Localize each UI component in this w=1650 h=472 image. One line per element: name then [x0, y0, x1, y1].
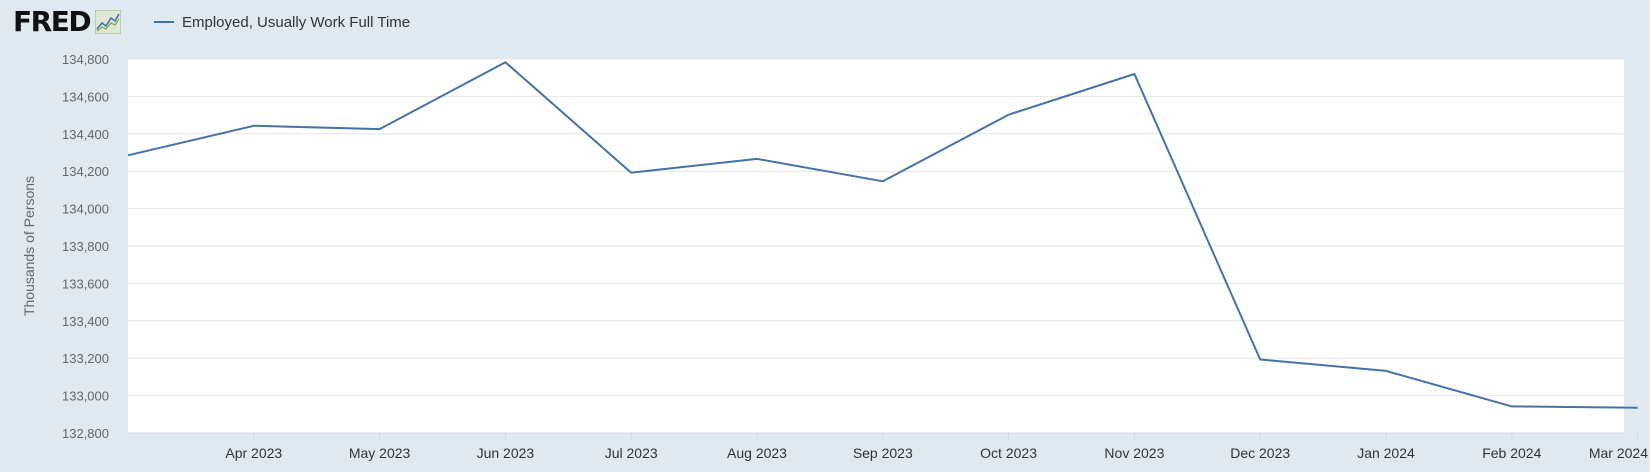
data-point[interactable] — [250, 122, 258, 130]
chart-legend: Employed, Usually Work Full Time — [154, 12, 410, 32]
data-point[interactable] — [879, 177, 887, 185]
x-tick-label: Mar 2024 — [1589, 445, 1648, 461]
y-axis-title: Thousands of Persons — [21, 176, 37, 316]
y-tick-label: 133,800 — [62, 239, 109, 254]
data-point[interactable] — [1634, 404, 1642, 412]
data-point[interactable] — [376, 125, 384, 133]
y-tick-label: 133,400 — [62, 314, 109, 329]
x-tick-label: Sep 2023 — [853, 445, 913, 461]
y-tick-label: 133,000 — [62, 389, 109, 404]
x-tick-label: May 2023 — [349, 445, 411, 461]
legend-swatch — [154, 21, 174, 23]
y-tick-label: 134,200 — [62, 164, 109, 179]
x-tick-label: Apr 2023 — [225, 445, 282, 461]
x-tick-label: Aug 2023 — [727, 445, 787, 461]
data-point[interactable] — [1130, 70, 1138, 78]
y-tick-label: 133,600 — [62, 276, 109, 291]
data-point[interactable] — [627, 169, 635, 177]
series-line[interactable] — [127, 61, 1638, 409]
x-tick-label: Nov 2023 — [1104, 445, 1164, 461]
data-point[interactable] — [501, 58, 509, 66]
y-tick-label: 132,800 — [62, 426, 109, 441]
y-tick-label: 133,200 — [62, 351, 109, 366]
x-tick-label: Dec 2023 — [1230, 445, 1290, 461]
data-point[interactable] — [753, 155, 761, 163]
y-tick-label: 134,400 — [62, 127, 109, 142]
x-tick-label: Oct 2023 — [980, 445, 1037, 461]
x-tick-label: Jul 2023 — [605, 445, 658, 461]
x-tick-label: Jun 2023 — [477, 445, 535, 461]
fred-logo[interactable]: FRED — [13, 5, 122, 38]
y-tick-label: 134,600 — [62, 89, 109, 104]
legend-label: Employed, Usually Work Full Time — [182, 13, 411, 31]
y-axis: 132,800 133,000 133,200 133,400 133,600 133,8… — [62, 52, 109, 441]
data-point[interactable] — [1256, 356, 1264, 364]
grid-lines — [128, 58, 1624, 397]
y-tick-label: 134,800 — [62, 52, 109, 67]
fred-chart-icon — [95, 10, 122, 34]
fred-logo-text: FRED — [13, 5, 92, 38]
x-axis: Apr 2023 May 2023 Jun 2023 Jul 2023 Aug 2023… — [225, 433, 1648, 461]
y-tick-label: 134,000 — [62, 202, 109, 217]
data-point[interactable] — [1508, 402, 1516, 410]
data-point[interactable] — [1005, 111, 1013, 119]
data-point[interactable] — [124, 151, 132, 159]
x-tick-label: Jan 2024 — [1357, 445, 1415, 461]
series-group — [124, 58, 1642, 412]
data-point[interactable] — [1382, 367, 1390, 375]
x-tick-label: Feb 2024 — [1482, 445, 1541, 461]
